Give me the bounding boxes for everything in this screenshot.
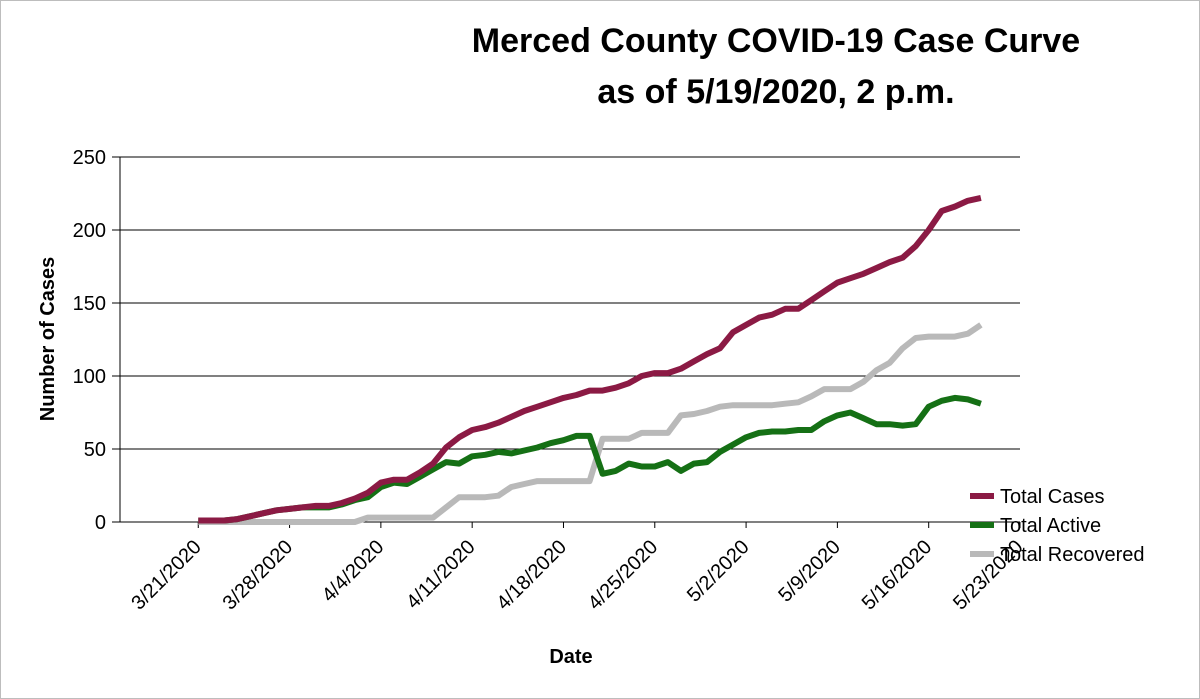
legend-label: Total Cases (1000, 486, 1105, 508)
series-line-total-recovered (198, 322, 983, 525)
x-tick-label: 3/21/2020 (127, 536, 205, 614)
y-tick-label: 100 (73, 366, 106, 388)
x-tick-label: 4/4/2020 (318, 536, 389, 607)
y-tick-label: 200 (73, 220, 106, 242)
series-line-total-active (198, 394, 982, 524)
series-line-total-cases (198, 194, 982, 524)
chart-subtitle: as of 5/19/2020, 2 p.m. (597, 73, 954, 111)
y-axis-ticks: 0 50 100 150 200 250 (73, 147, 106, 534)
x-tick-label: 5/9/2020 (774, 536, 845, 607)
x-tick-label: 3/28/2020 (219, 536, 297, 614)
chart-title: Merced County COVID-19 Case Curve (472, 22, 1080, 60)
x-axis-ticks: 3/21/2020 3/28/2020 4/4/2020 4/11/2020 4/18/… (127, 522, 1028, 614)
legend: Total Cases Total Active Total Recovered (970, 486, 1145, 566)
y-tick-label: 150 (73, 293, 106, 315)
series-lines (198, 194, 983, 525)
x-tick-label: 4/11/2020 (402, 536, 479, 613)
y-axis-title: Number of Cases (37, 257, 59, 422)
legend-label: Total Active (1000, 515, 1101, 537)
gridlines (112, 156, 1020, 523)
x-tick-label: 4/18/2020 (493, 536, 571, 614)
x-tick-label: 5/2/2020 (683, 536, 754, 607)
x-axis-title: Date (549, 646, 592, 668)
x-tick-label: 5/16/2020 (858, 536, 936, 614)
legend-label: Total Recovered (1000, 544, 1145, 566)
y-tick-label: 50 (84, 439, 106, 461)
y-tick-label: 0 (95, 512, 106, 534)
y-tick-label: 250 (73, 147, 106, 169)
x-tick-label: 4/25/2020 (584, 536, 662, 614)
